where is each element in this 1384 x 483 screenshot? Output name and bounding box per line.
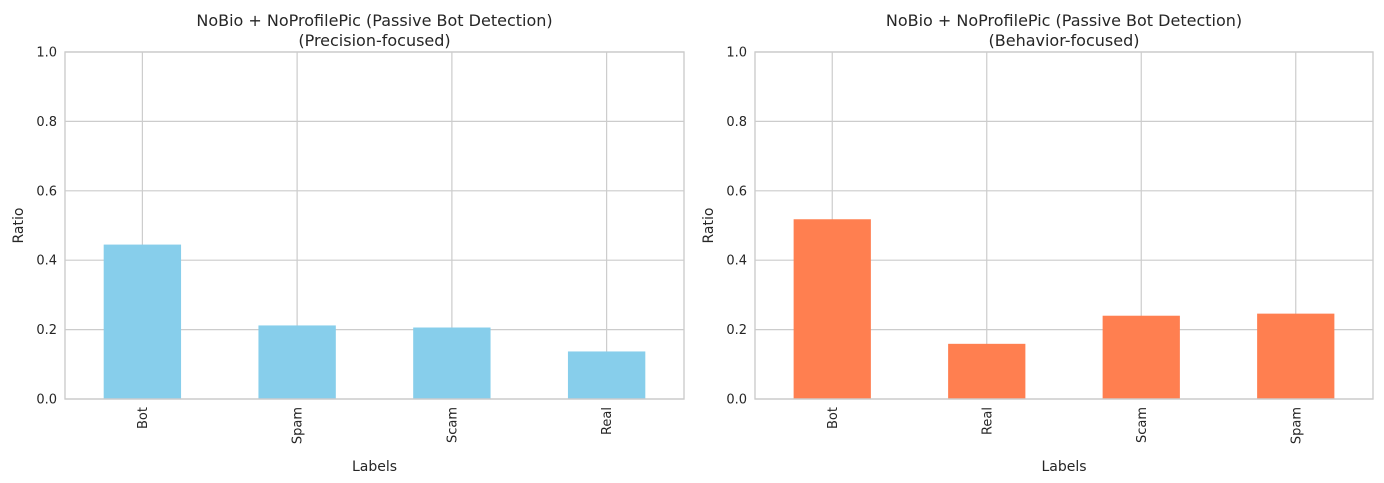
y-tick-label: 0.2 xyxy=(36,323,57,338)
chart-right: 0.0 0.2 0.4 0.6 0.8 1.0 Bot Real Scam Spam Labels R… xyxy=(701,11,1374,475)
plot-frame xyxy=(64,51,685,400)
bar-scam xyxy=(1102,315,1180,399)
bar-spam xyxy=(258,325,336,399)
y-tick-label: 0.6 xyxy=(36,184,57,199)
x-tick-label: Real xyxy=(600,407,615,435)
chart-left: 0.0 0.2 0.4 0.6 0.8 1.0 Bot Spam Scam Real Labels R… xyxy=(11,11,685,475)
x-tick-label: Scam xyxy=(1135,407,1150,443)
x-axis-label: Labels xyxy=(352,459,397,475)
y-tick-label: 0.2 xyxy=(726,323,747,338)
bar-bot xyxy=(793,219,871,399)
y-tick-label: 0.8 xyxy=(726,115,747,130)
y-tick-label: 1.0 xyxy=(36,46,57,61)
y-tick-label: 0.0 xyxy=(726,393,747,408)
chart-title: NoBio + NoProfilePic (Passive Bot Detect… xyxy=(196,11,552,30)
chart-title: NoBio + NoProfilePic (Passive Bot Detect… xyxy=(886,11,1242,30)
y-tick-label: 0.6 xyxy=(726,184,747,199)
chart-subtitle: (Behavior-focused) xyxy=(989,31,1140,50)
y-tick-label: 0.4 xyxy=(36,254,57,269)
bar-spam xyxy=(1257,313,1335,399)
plot-frame xyxy=(754,51,1374,400)
y-axis-label: Ratio xyxy=(701,208,717,244)
x-axis-label: Labels xyxy=(1041,459,1086,475)
bar-real xyxy=(948,343,1026,399)
x-tick-label: Bot xyxy=(136,407,151,429)
y-tick-label: 0.4 xyxy=(726,254,747,269)
y-tick-label: 1.0 xyxy=(726,46,747,61)
y-axis-label: Ratio xyxy=(11,208,27,244)
chart-subtitle: (Precision-focused) xyxy=(298,31,450,50)
y-tick-label: 0.0 xyxy=(36,393,57,408)
x-tick-label: Spam xyxy=(291,407,306,444)
bar-real xyxy=(567,351,646,399)
x-tick-label: Bot xyxy=(826,407,841,429)
x-tick-label: Spam xyxy=(1289,407,1304,444)
x-tick-label: Real xyxy=(980,407,995,435)
x-tick-label: Scam xyxy=(445,407,460,443)
bar-bot xyxy=(103,244,182,399)
y-tick-label: 0.8 xyxy=(36,115,57,130)
bar-scam xyxy=(413,327,491,399)
